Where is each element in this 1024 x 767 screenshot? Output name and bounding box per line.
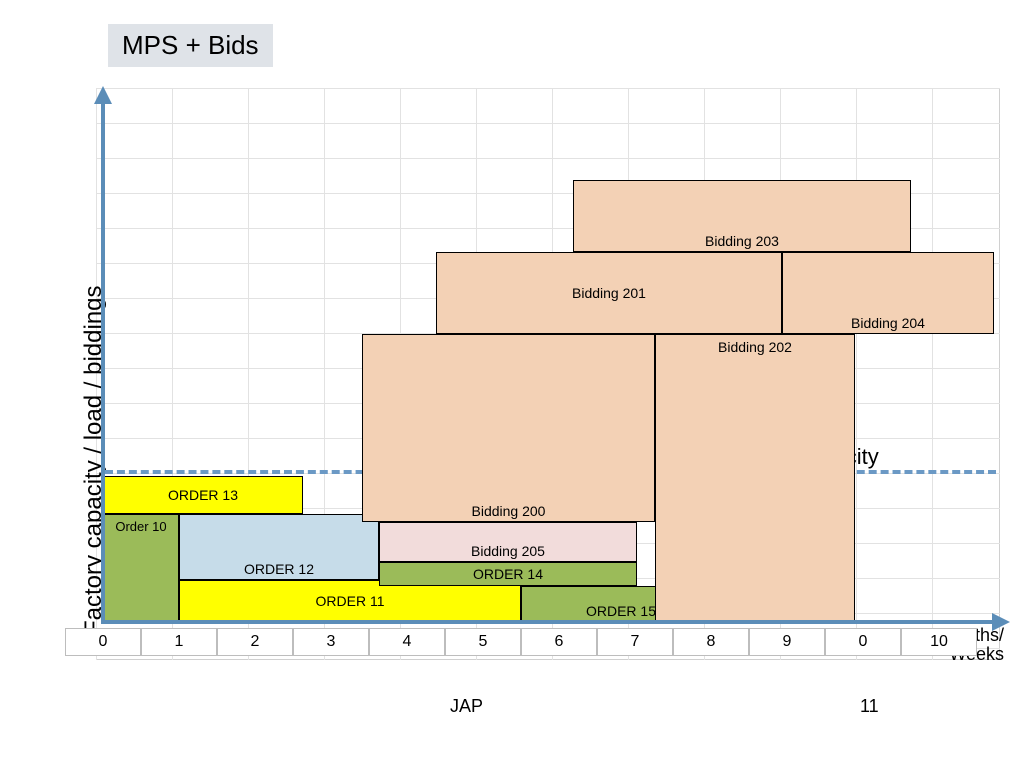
order-10-label: Order 10 xyxy=(115,519,166,534)
x-tick-0: 0 xyxy=(65,628,141,656)
x-tick-4-label: 4 xyxy=(403,633,412,651)
grid-horizontal-line xyxy=(96,158,1000,159)
footer-author-text: JAP xyxy=(450,696,483,716)
x-tick-3-label: 3 xyxy=(327,633,336,651)
bidding-200-label: Bidding 200 xyxy=(472,503,546,519)
x-tick-11: 10 xyxy=(901,628,977,656)
order-13-label: ORDER 13 xyxy=(168,487,238,503)
x-tick-1-label: 1 xyxy=(175,633,184,651)
order-13: ORDER 13 xyxy=(103,476,303,514)
bidding-200: Bidding 200 xyxy=(362,334,655,522)
bidding-204: Bidding 204 xyxy=(782,252,994,334)
footer-page-number: 11 xyxy=(860,696,879,717)
order-14: ORDER 14 xyxy=(379,562,637,586)
x-tick-7: 7 xyxy=(597,628,673,656)
order-11: ORDER 11 xyxy=(179,580,521,622)
bidding-202-label: Bidding 202 xyxy=(718,339,792,355)
x-axis-arrow-icon xyxy=(992,613,1010,631)
footer-author: JAP xyxy=(450,696,483,717)
diagram-stage: MPS + Bids Factory capacity / load / bid… xyxy=(0,0,1024,767)
x-tick-7-label: 7 xyxy=(631,633,640,651)
x-tick-9-label: 9 xyxy=(783,633,792,651)
order-11-label: ORDER 11 xyxy=(316,593,385,609)
bidding-202: Bidding 202 xyxy=(655,334,855,622)
x-tick-10-label: 0 xyxy=(859,633,868,651)
x-tick-5-label: 5 xyxy=(479,633,488,651)
x-tick-10: 0 xyxy=(825,628,901,656)
title-text: MPS + Bids xyxy=(122,30,259,60)
bidding-201-label: Bidding 201 xyxy=(572,285,646,301)
order-14-label: ORDER 14 xyxy=(473,566,543,582)
order-10: Order 10 xyxy=(103,514,179,622)
order-12-label: ORDER 12 xyxy=(244,561,314,577)
bidding-203: Bidding 203 xyxy=(573,180,911,252)
title-box: MPS + Bids xyxy=(108,24,273,67)
bidding-203-label: Bidding 203 xyxy=(705,233,779,249)
bidding-204-label: Bidding 204 xyxy=(851,315,925,331)
x-tick-0-label: 0 xyxy=(99,633,108,651)
bidding-205: Bidding 205 xyxy=(379,522,637,562)
x-tick-11-label: 10 xyxy=(930,633,948,651)
x-tick-6: 6 xyxy=(521,628,597,656)
grid-horizontal-line xyxy=(96,88,1000,89)
bidding-201: Bidding 201 xyxy=(436,252,782,334)
x-tick-8: 8 xyxy=(673,628,749,656)
x-tick-3: 3 xyxy=(293,628,369,656)
x-tick-2-label: 2 xyxy=(251,633,260,651)
order-12: ORDER 12 xyxy=(179,514,379,580)
grid-horizontal-line xyxy=(96,123,1000,124)
x-tick-9: 9 xyxy=(749,628,825,656)
x-axis xyxy=(101,620,994,624)
grid-vertical-line xyxy=(856,88,857,660)
x-tick-1: 1 xyxy=(141,628,217,656)
x-tick-5: 5 xyxy=(445,628,521,656)
footer-page-number-text: 11 xyxy=(860,696,879,716)
x-tick-6-label: 6 xyxy=(555,633,564,651)
x-tick-8-label: 8 xyxy=(707,633,716,651)
y-axis xyxy=(101,96,105,622)
x-tick-4: 4 xyxy=(369,628,445,656)
bidding-205-label: Bidding 205 xyxy=(471,543,545,559)
x-tick-2: 2 xyxy=(217,628,293,656)
grid-vertical-line xyxy=(932,88,933,660)
y-axis-arrow-icon xyxy=(94,86,112,104)
order-15-label: ORDER 15 xyxy=(586,603,656,619)
